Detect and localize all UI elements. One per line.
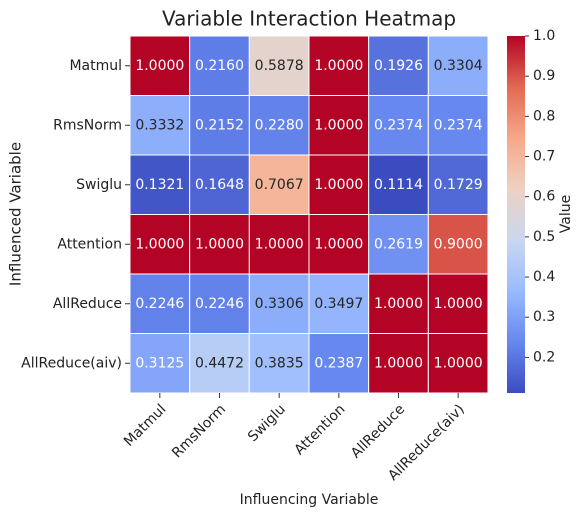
y-tick-label: Matmul [69,58,122,74]
colorbar-tick-label: 0.9 [533,68,555,84]
heatmap-cell [189,154,250,215]
cell-value-label: 1.0000 [314,236,363,252]
cell-value-label: 0.7067 [255,177,304,193]
heatmap-cell [427,273,489,334]
cell-value-label: 1.0000 [374,355,423,371]
x-tick-label: Swiglu [245,401,289,445]
y-axis-label: Influenced Variable [7,142,25,286]
y-tick-label: RmsNorm [53,117,122,133]
cell-value-label: 0.3497 [314,296,363,312]
cell-value-label: 0.1648 [195,177,244,193]
cell-value-label: 1.0000 [434,296,483,312]
cell-value-label: 0.2619 [374,236,423,252]
cell-value-label: 0.1729 [434,177,483,193]
cell-value-label: 0.2160 [195,58,244,74]
y-tick-label: AllReduce(aiv) [21,355,122,371]
heatmap-cell [427,333,489,394]
cell-value-label: 0.2280 [255,117,304,133]
y-tick-label: Swiglu [76,177,122,193]
cell-value-label: 0.3304 [434,58,483,74]
cell-value-label: 1.0000 [135,58,184,74]
colorbar-tick-label: 0.2 [533,349,555,365]
heatmap-cell [427,95,489,156]
heatmap-cell [129,333,191,394]
cell-value-label: 0.2246 [135,296,184,312]
heatmap-cell [368,214,429,275]
x-tick-label: Attention [291,401,348,458]
cell-value-label: 1.0000 [314,177,363,193]
heatmap-cell [427,214,489,275]
heatmap-cell [189,95,250,156]
cell-value-label: 0.5878 [255,58,304,74]
cell-value-label: 0.3306 [255,296,304,312]
cell-value-label: 0.2152 [195,117,244,133]
y-tick-label: Attention [57,236,122,252]
heatmap-cell [248,214,310,275]
x-tick-label: Matmul [121,401,169,449]
x-axis-label: Influencing Variable [240,492,379,508]
colorbar-label: Value [558,195,574,233]
x-tick-label: RmsNorm [169,401,229,461]
cell-value-label: 1.0000 [195,236,244,252]
cell-value-label: 0.9000 [434,236,483,252]
chart-title: Variable Interaction Heatmap [162,7,456,31]
cell-value-label: 0.3835 [255,355,304,371]
cell-value-label: 0.1926 [374,58,423,74]
heatmap-cell [248,35,310,96]
cell-value-label: 1.0000 [434,355,483,371]
heatmap-cell [308,273,370,334]
cell-value-label: 0.2246 [195,296,244,312]
cell-value-label: 0.2374 [434,117,483,133]
cell-value-label: 1.0000 [255,236,304,252]
cell-value-label: 0.1114 [374,177,423,193]
cell-value-label: 1.0000 [135,236,184,252]
x-tick-label: AllReduce [348,401,408,461]
heatmap-cell [308,154,370,215]
heatmap-cell [427,154,489,215]
heatmap-cell [129,35,191,96]
cell-value-label: 0.1321 [135,177,184,193]
colorbar [507,36,525,393]
cell-value-label: 1.0000 [314,58,363,74]
colorbar-tick-label: 0.7 [533,149,555,165]
heatmap-cell [308,214,370,275]
cell-value-label: 1.0000 [314,117,363,133]
heatmap-cell [368,154,429,215]
colorbar-tick-label: 0.8 [533,108,555,124]
cell-value-label: 0.4472 [195,355,244,371]
cell-value-label: 1.0000 [374,296,423,312]
cell-value-label: 0.3332 [135,117,184,133]
heatmap-cell [129,214,191,275]
heatmap-cell [427,35,489,96]
colorbar-tick-label: 1.0 [533,28,555,44]
cell-value-label: 0.3125 [135,355,184,371]
heatmap-cell [308,95,370,156]
colorbar-tick-label: 0.6 [533,189,555,205]
colorbar-tick-label: 0.4 [533,269,555,285]
heatmap-cell [189,214,250,275]
heatmap-cell [248,273,310,334]
y-tick-label: AllReduce [53,296,122,312]
heatmap-cell [189,35,250,96]
colorbar-tick-label: 0.3 [533,309,555,325]
colorbar-tick-label: 0.5 [533,229,555,245]
heatmap-cell [129,273,191,334]
cell-value-label: 0.2387 [314,355,363,371]
heatmap-cell [368,273,429,334]
cell-value-label: 0.2374 [374,117,423,133]
